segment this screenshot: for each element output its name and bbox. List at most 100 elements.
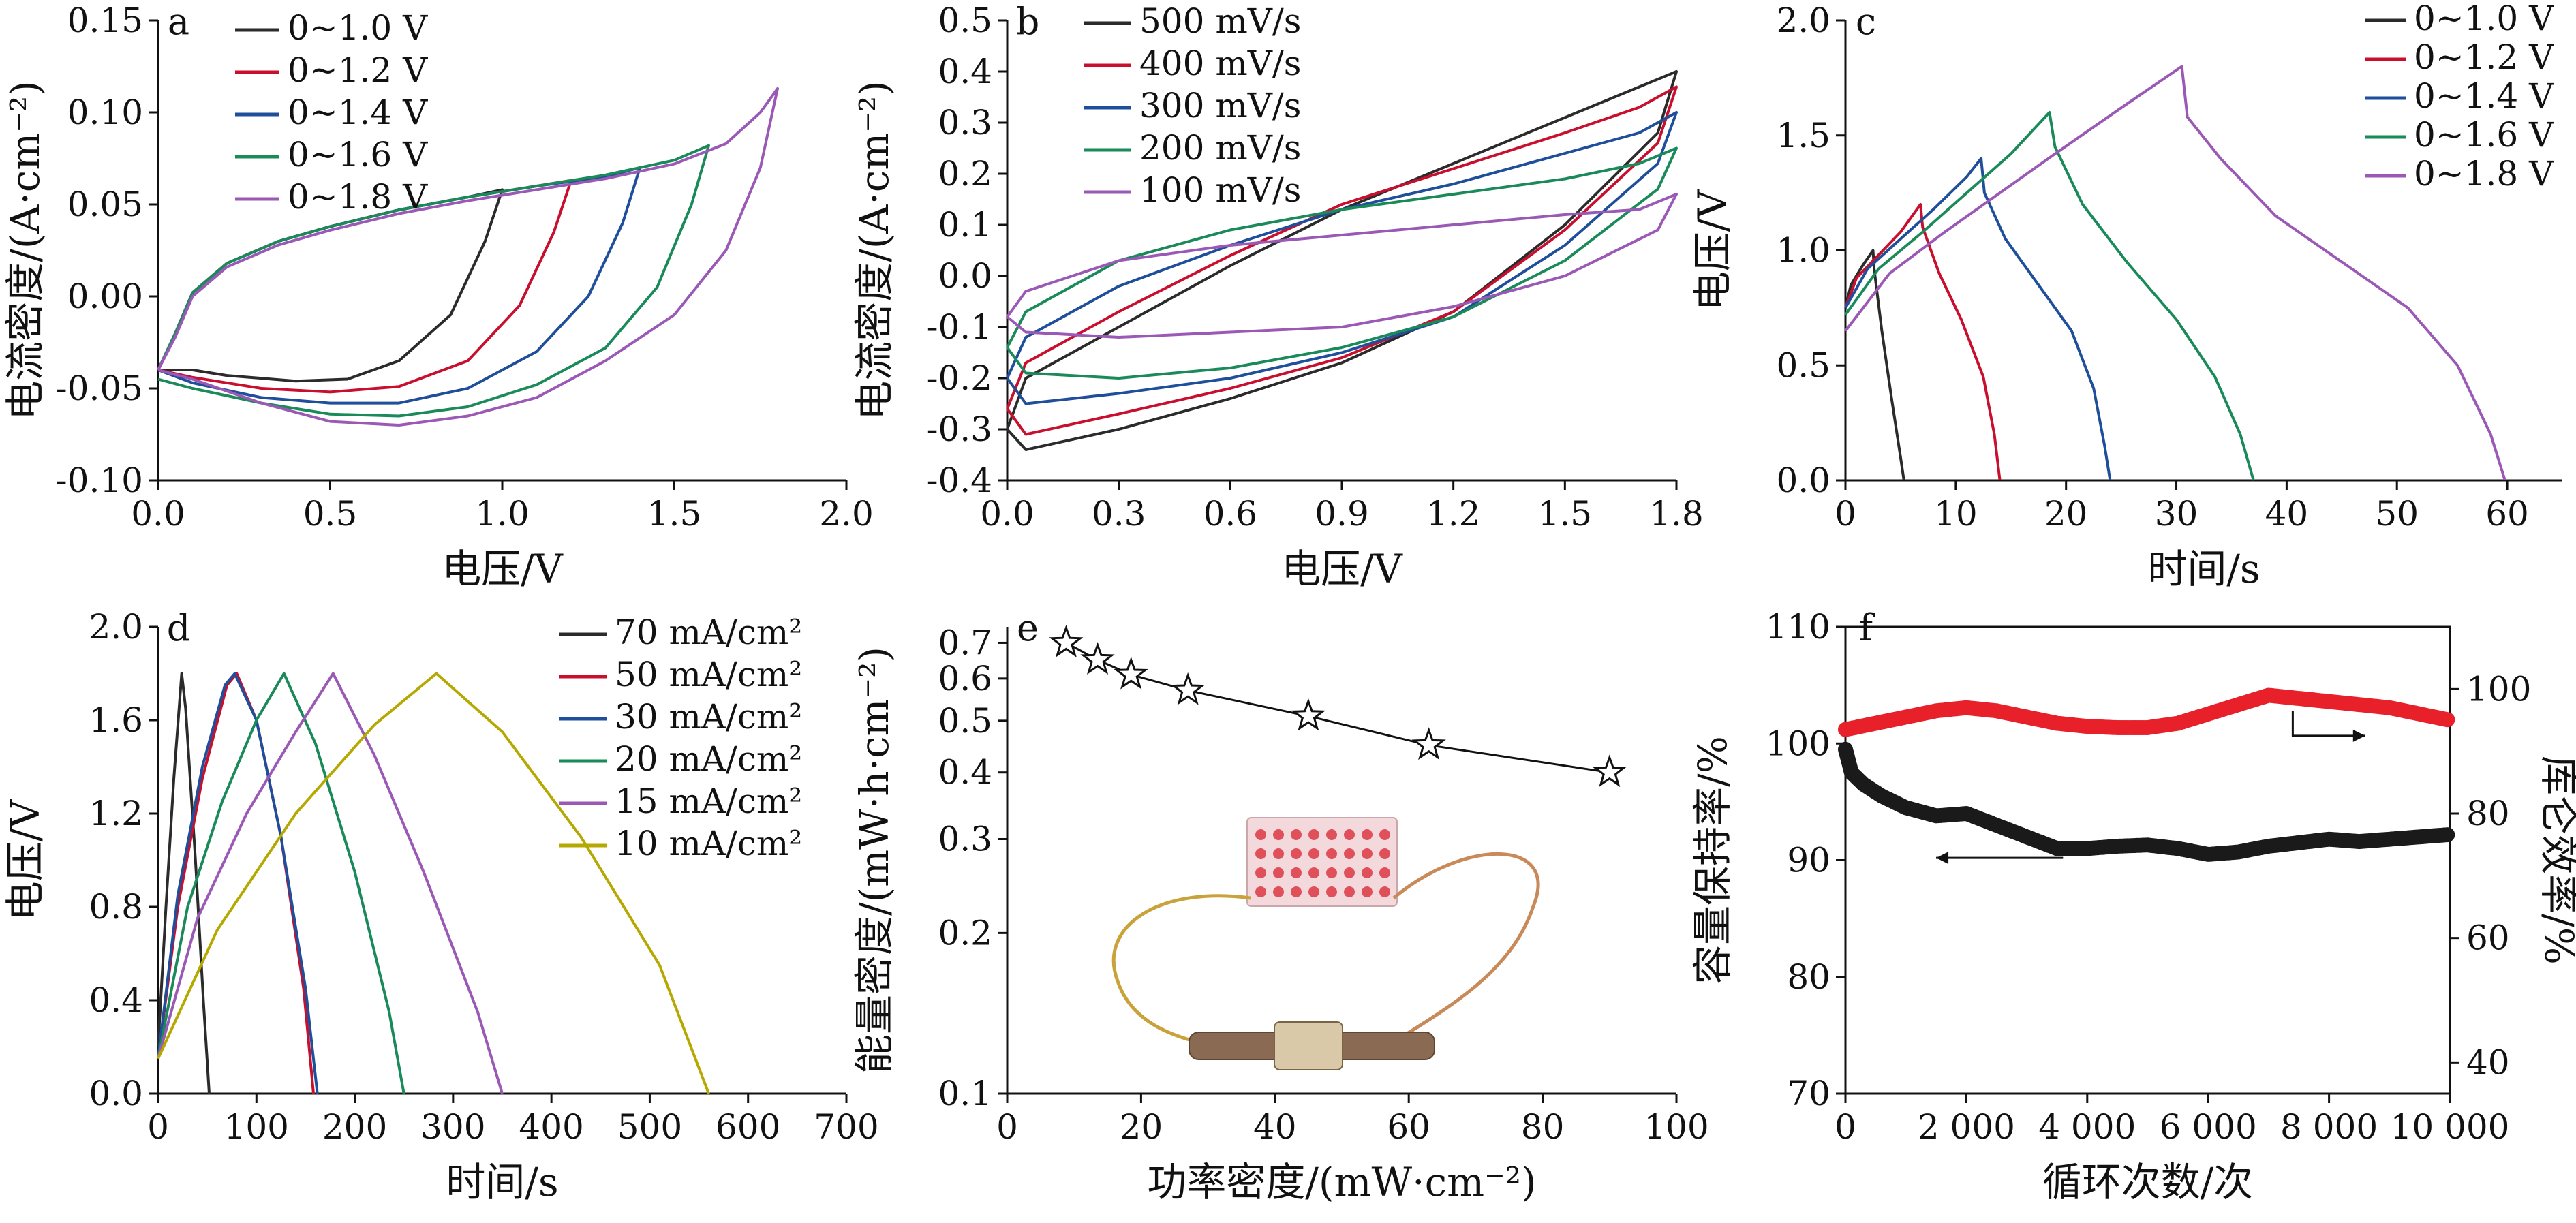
data-point-star	[1080, 642, 1115, 675]
y-tick-label: 100	[1766, 724, 1830, 763]
x-tick-label: 700	[814, 1107, 878, 1147]
series-line	[1065, 642, 1610, 774]
y-right-tick-label: 100	[2466, 669, 2531, 709]
legend-label: 20 mA/cm²	[615, 739, 802, 779]
y-tick-label: -0.4	[927, 461, 992, 500]
series-line	[1844, 203, 2002, 481]
led-dot	[1308, 848, 1319, 859]
legend-label: 70 mA/cm²	[615, 613, 802, 652]
x-tick-label: 0	[1835, 1107, 1856, 1147]
panel-f: 0 2 000 4 000 6 000 8 000 10 000 70 80 90 100 110 4…	[1689, 606, 2576, 1205]
x-tick-label: 6 000	[2160, 1107, 2257, 1147]
led-dot	[1362, 886, 1373, 897]
x-tick-label: 40	[2265, 494, 2309, 533]
x-tick-label: 500	[617, 1107, 682, 1147]
legend-label: 0~1.2 V	[2414, 37, 2554, 77]
x-tick-label: 30	[2155, 494, 2198, 533]
x-tick-label: 8 000	[2280, 1107, 2378, 1147]
x-tick-label: 0.3	[1092, 494, 1146, 533]
y-tick-label: 0.5	[938, 1, 992, 40]
y-tick-label: 0.5	[1776, 345, 1830, 385]
panel-e: 0 20 40 60 80 100 0.1 0.2 0.3 0.4 0.50.60.7 功率密度/(m…	[851, 606, 1709, 1205]
panel-d: 0 100 200 300 400 500 600 700 0.0 0.4 0.8 1.2 1.6 2.0…	[2, 606, 879, 1205]
x-tick-label: 2.0	[819, 494, 874, 533]
data-point-star	[1291, 698, 1325, 731]
y-tick-label: -0.05	[56, 369, 143, 408]
x-tick-label: 0	[996, 1107, 1018, 1147]
led-dot	[1255, 829, 1266, 840]
y-tick-label: 0.4	[89, 980, 143, 1020]
x-tick-label: 40	[1253, 1107, 1297, 1147]
x-tick-label: 1.5	[1538, 494, 1593, 533]
led-dot	[1273, 848, 1284, 859]
y-axis-label: 电流密度/(A·cm⁻²)	[851, 80, 898, 420]
y-right-tick-label: 80	[2466, 794, 2510, 833]
y-axis-label: 电压/V	[2, 799, 48, 921]
y-tick-label: 0.2	[938, 913, 992, 953]
arrowhead-right	[2352, 729, 2365, 742]
led-dot	[1255, 848, 1266, 859]
arrowhead-left	[1936, 852, 1949, 865]
y-tick-label: 0.2	[938, 154, 992, 193]
x-tick-label: 10 000	[2391, 1107, 2510, 1147]
y-tick-label: 0.0	[1776, 461, 1830, 500]
y-tick-label: -0.3	[927, 409, 992, 449]
x-tick-label: 50	[2375, 494, 2419, 533]
y-tick-label: -0.1	[927, 307, 992, 347]
x-tick-label: 20	[2044, 494, 2088, 533]
series-line	[157, 87, 779, 427]
led-dot	[1308, 886, 1319, 897]
series-line	[1006, 146, 1678, 380]
y-tick-label: 0.4	[938, 52, 992, 91]
y-tick-label: 1.6	[89, 700, 143, 740]
x-tick-label: 400	[519, 1107, 583, 1147]
led-panel	[1246, 817, 1398, 907]
series-line	[1844, 249, 1905, 481]
x-axis-label: 电压/V	[442, 546, 564, 592]
x-tick-label: 100	[224, 1107, 289, 1147]
y-tick-label: 0.8	[89, 887, 143, 927]
x-tick-label: 1.8	[1649, 494, 1704, 533]
wire-right	[1392, 852, 1540, 1038]
legend-label: 0~1.2 V	[288, 50, 428, 90]
x-tick-label: 0.5	[303, 494, 358, 533]
data-point-star	[1049, 625, 1084, 657]
panel-b: 0.0 0.3 0.6 0.9 1.2 1.5 1.8 -0.4 -0.3 -0.2 -0.1 0.0…	[851, 0, 1704, 592]
legend-label: 30 mA/cm²	[615, 697, 802, 737]
legend-label: 15 mA/cm²	[615, 781, 802, 821]
panel-label: e	[1017, 606, 1039, 649]
y-tick-label: 110	[1766, 607, 1830, 647]
series-line	[1006, 193, 1678, 339]
y-right-tick-label: 60	[2466, 918, 2510, 958]
y-tick-label: 0.6	[938, 659, 992, 698]
led-dot	[1273, 829, 1284, 840]
led-dot	[1291, 867, 1302, 878]
legend-label: 400 mV/s	[1139, 44, 1301, 83]
x-tick-label: 300	[420, 1107, 485, 1147]
y-tick-label: 0.1	[938, 205, 992, 245]
y-tick-label: 1.5	[1776, 116, 1830, 155]
y-tick-label: 1.2	[89, 794, 143, 833]
y-tick-label: 0.0	[89, 1074, 143, 1113]
series-line	[157, 672, 405, 1094]
legend-label: 50 mA/cm²	[615, 655, 802, 694]
y-tick-label: 0.15	[67, 1, 143, 40]
y-tick-label: 2.0	[89, 607, 143, 647]
y-tick-label: 0.7	[938, 623, 992, 662]
led-dot	[1273, 886, 1284, 897]
led-dot	[1379, 829, 1390, 840]
y-right-axis-label: 库仑效率/%	[2536, 756, 2576, 965]
x-tick-label: 0.6	[1203, 494, 1258, 533]
legend-label: 500 mV/s	[1139, 1, 1301, 41]
legend-label: 200 mV/s	[1139, 128, 1301, 168]
series-line	[157, 672, 211, 1094]
x-tick-label: 0.0	[980, 494, 1034, 533]
data-point-star	[1592, 754, 1627, 788]
x-tick-label: 1.0	[475, 494, 530, 533]
legend-label: 300 mV/s	[1139, 86, 1301, 125]
x-tick-label: 200	[322, 1107, 387, 1147]
x-tick-label: 20	[1120, 1107, 1163, 1147]
y-tick-label: -0.10	[56, 461, 143, 500]
led-dot	[1326, 848, 1337, 859]
